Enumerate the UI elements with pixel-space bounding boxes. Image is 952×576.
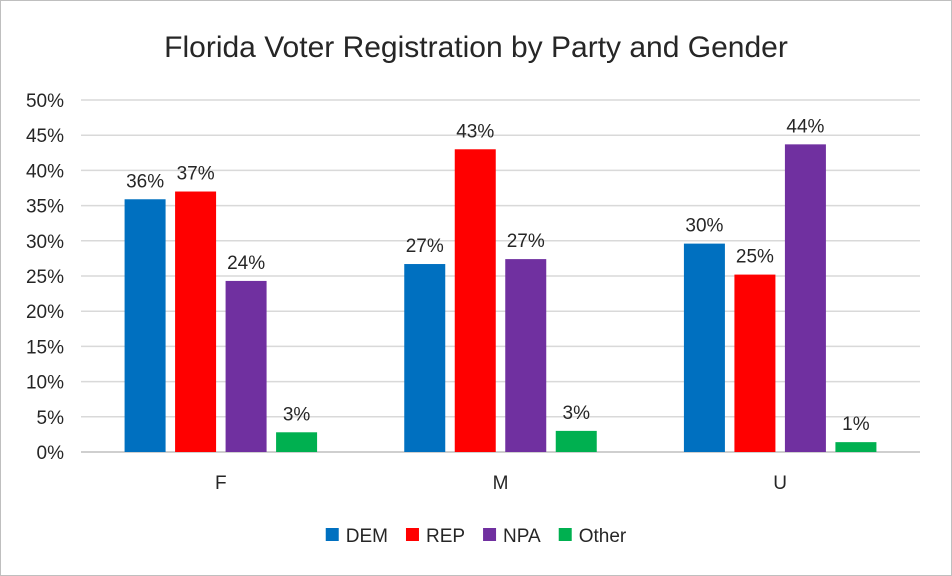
bar-other-m (555, 430, 597, 452)
bar-other-f (276, 432, 318, 452)
y-tick-label: 40% (26, 161, 64, 182)
chart-title: Florida Voter Registration by Party and … (164, 31, 788, 64)
y-tick-label: 15% (26, 337, 64, 358)
bar-dem-u (683, 243, 725, 452)
x-category-label: M (493, 473, 509, 494)
data-label-dem-f: 36% (126, 171, 164, 192)
bar-dem-m (404, 264, 446, 452)
y-tick-label: 25% (26, 267, 64, 288)
legend-label-npa: NPA (503, 526, 541, 547)
data-label-other-m: 3% (563, 403, 591, 424)
y-tick-label: 10% (26, 373, 64, 394)
bar-npa-u (784, 144, 826, 453)
legend-label-dem: DEM (346, 526, 388, 547)
legend: DEM REP NPA Other (325, 526, 627, 547)
y-tick-label: 20% (26, 302, 64, 323)
bar-npa-f (225, 280, 267, 452)
data-label-dem-u: 30% (685, 216, 723, 237)
data-label-other-u: 1% (842, 414, 870, 435)
y-tick-label: 50% (26, 91, 64, 112)
bar-dem-f (124, 199, 166, 452)
bars (124, 144, 877, 453)
y-tick-label: 45% (26, 126, 64, 147)
bar-rep-m (454, 149, 496, 452)
legend-label-rep: REP (426, 526, 465, 547)
y-tick-label: 0% (37, 443, 65, 464)
y-axis-ticks: 0% 5% 10% 15% 20% 25% 30% 35% 40% 45% 50% (26, 91, 64, 464)
data-labels: 36% 37% 24% 3% 27% 43% 27% 3% 30% 25% 44% 1% (126, 116, 870, 435)
y-tick-label: 35% (26, 197, 64, 218)
data-label-npa-m: 27% (507, 231, 545, 252)
gridlines (81, 99, 920, 453)
legend-swatch-other (558, 528, 572, 541)
legend-label-other: Other (579, 526, 627, 547)
y-tick-label: 5% (37, 408, 65, 429)
legend-swatch-dem (325, 528, 339, 541)
y-tick-label: 30% (26, 232, 64, 253)
bar-rep-f (175, 191, 217, 452)
data-label-npa-u: 44% (786, 116, 824, 137)
legend-swatch-rep (405, 528, 419, 541)
x-category-label: F (215, 473, 227, 494)
legend-swatch-npa (483, 528, 497, 541)
data-label-rep-f: 37% (177, 164, 215, 185)
bar-other-u (835, 442, 877, 452)
bar-npa-m (505, 259, 547, 452)
data-label-npa-f: 24% (227, 253, 265, 274)
data-label-rep-m: 43% (456, 121, 494, 142)
data-label-rep-u: 25% (736, 247, 774, 268)
x-category-label: U (773, 473, 787, 494)
data-label-other-f: 3% (283, 404, 311, 425)
bar-rep-u (734, 274, 776, 452)
data-label-dem-m: 27% (406, 236, 444, 257)
